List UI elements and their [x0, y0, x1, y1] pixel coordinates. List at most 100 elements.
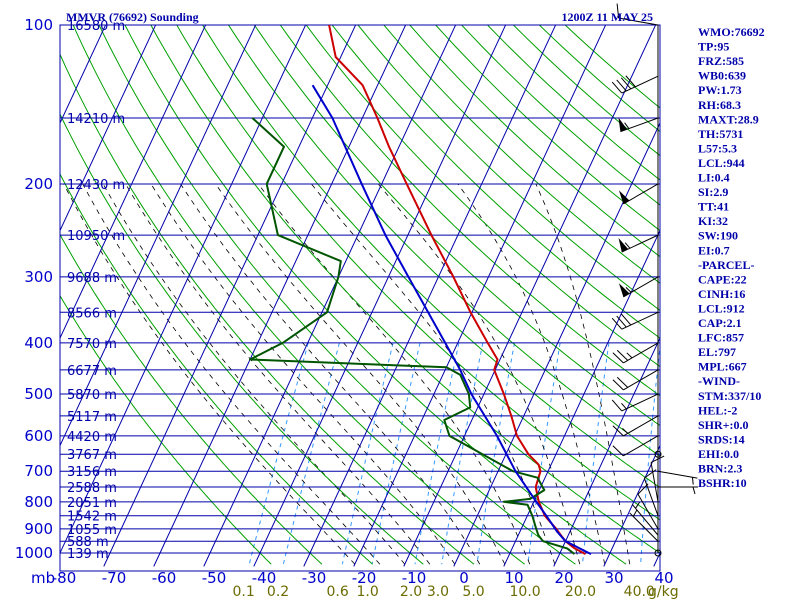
wind-barb [618, 234, 659, 253]
index-line: -PARCEL- [698, 258, 754, 272]
sounding-profiles [249, 25, 592, 555]
index-line: HEL:-2 [698, 403, 737, 417]
wind-barb [654, 549, 662, 557]
pressure-tick-label: 500 [24, 385, 53, 403]
pressure-tick-label: 1000 [15, 544, 53, 562]
mixing-ratio-label: 0.2 [267, 584, 289, 600]
index-line: LFC:857 [698, 331, 744, 345]
pressure-tick-label: 800 [24, 493, 53, 511]
height-label: 9688 m [67, 271, 117, 286]
barb-full [616, 349, 629, 361]
barb-half [625, 286, 632, 293]
station-title: MMVR (76692) Sounding [66, 10, 199, 24]
barb-staff [618, 17, 659, 26]
pressure-tick-label: 700 [24, 462, 53, 480]
moist-adiabats [63, 183, 631, 565]
height-label: 2588 m [67, 481, 117, 496]
moist-adiabat [63, 183, 356, 565]
isotherm [503, 229, 660, 567]
mixing-ratio-line [476, 342, 515, 565]
barb-full [611, 317, 623, 330]
barb-half [624, 122, 630, 129]
barb-staff [631, 504, 659, 536]
temperature-tick-label: 30 [604, 569, 623, 587]
barb-full [612, 425, 624, 437]
height-label: 4420 m [67, 430, 117, 445]
index-line: TP:95 [698, 40, 729, 54]
index-line: EI:0.7 [698, 243, 730, 257]
index-line: MAXT:28.9 [698, 112, 759, 126]
temperature-tick-label: -70 [102, 569, 127, 587]
wind-barb [612, 415, 659, 437]
isotherm [203, 25, 457, 567]
index-line: CAP:2.1 [698, 316, 742, 330]
barb-half [635, 501, 640, 509]
moist-adiabat [457, 183, 606, 565]
index-line: LCL:912 [698, 301, 745, 315]
index-line: TT:41 [698, 200, 729, 214]
wind-barb [629, 509, 659, 542]
isotherms [60, 25, 660, 567]
moist-adiabat [102, 183, 406, 565]
isotherm [353, 25, 607, 567]
pressure-tick-label: 300 [24, 268, 53, 286]
mixing-ratio-label: 1.0 [357, 584, 379, 600]
barb-staff [623, 342, 659, 364]
barb-pennant [618, 117, 627, 132]
barb-half [624, 242, 631, 249]
mixing-ratio-line [582, 342, 610, 565]
barb-half [692, 486, 696, 495]
height-label: 588 m [67, 535, 109, 550]
index-line: CAPE:22 [698, 272, 747, 286]
barb-staff [621, 393, 659, 412]
pressure-unit-label: mb [31, 569, 55, 587]
barb-staff [643, 477, 659, 516]
pressure-tick-label: 400 [24, 334, 53, 352]
barb-full [620, 313, 632, 326]
wind-barb [612, 435, 659, 457]
plot-frame [59, 24, 661, 572]
mixing-ratio-label: 0.1 [233, 584, 255, 600]
wind-barbs [611, 3, 698, 557]
mixing-ratio-line [341, 342, 394, 565]
wind-barb [611, 393, 659, 412]
index-line: EL:797 [698, 345, 736, 359]
barb-full [612, 352, 624, 364]
mixing-ratio-label: 2.0 [400, 584, 422, 600]
barb-full [616, 3, 620, 19]
dry-adiabat [202, 25, 660, 489]
dry-adiabat [60, 173, 373, 565]
pressure-tick-label: 600 [24, 427, 53, 445]
mixing-ratio-label: 40.0 [624, 584, 655, 600]
barb-full [620, 77, 632, 90]
wind-barb [618, 276, 659, 298]
barb-staff [637, 493, 659, 530]
barb-staff [623, 369, 659, 391]
wind-barb [654, 450, 662, 458]
dry-adiabat [357, 25, 660, 312]
isotherm [153, 25, 407, 567]
isotherm [60, 25, 207, 340]
wind-barb [612, 342, 659, 364]
mixing-ratio-label: 20.0 [565, 584, 596, 600]
height-label: 12430 m [67, 178, 125, 193]
temperature-tick-label: -60 [152, 569, 177, 587]
isotherm [60, 25, 157, 232]
wind-barb [643, 469, 659, 516]
index-line: SRDS:14 [698, 432, 745, 446]
dry-adiabat [331, 25, 660, 339]
index-line: BRN:2.3 [698, 462, 742, 476]
height-label: 6677 m [67, 364, 117, 379]
barb-full [650, 455, 665, 463]
temperature-tick-label: -20 [352, 569, 377, 587]
height-label: 7570 m [67, 337, 117, 352]
wind-barb [616, 3, 659, 26]
isotherm [60, 25, 257, 447]
index-line: L57:5.3 [698, 141, 737, 155]
barb-staff [629, 512, 659, 542]
mixing-ratio-line [441, 342, 484, 565]
index-line: LI:0.4 [698, 171, 730, 185]
height-label: 1055 m [67, 523, 117, 538]
wind-barb [618, 183, 659, 205]
barb-full [616, 79, 627, 92]
